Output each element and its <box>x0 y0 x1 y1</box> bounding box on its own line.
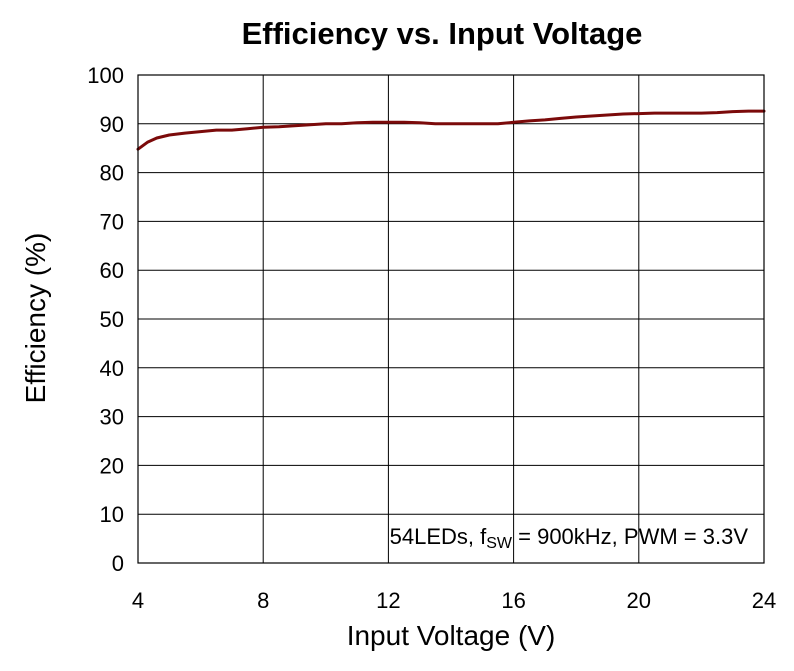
efficiency-series-line <box>136 109 766 151</box>
y-tick-label: 90 <box>100 112 124 137</box>
y-tick-label: 50 <box>100 307 124 332</box>
x-tick-label: 16 <box>501 588 525 613</box>
y-tick-label: 10 <box>100 502 124 527</box>
y-tick-label: 60 <box>100 258 124 283</box>
series-lines <box>136 109 766 151</box>
y-tick-label: 100 <box>87 63 124 88</box>
grid-lines <box>137 74 765 564</box>
y-tick-label: 20 <box>100 453 124 478</box>
x-axis-label: Input Voltage (V) <box>346 620 556 651</box>
y-tick-label: 40 <box>100 356 124 381</box>
y-tick-label: 30 <box>100 405 124 430</box>
y-tick-label: 80 <box>100 161 124 186</box>
chart-title: Efficiency vs. Input Voltage <box>241 16 643 51</box>
x-tick-label: 8 <box>257 588 269 613</box>
y-tick-label: 70 <box>100 209 124 234</box>
x-tick-label: 20 <box>627 588 651 613</box>
annotation-subscript: SW <box>486 535 513 552</box>
annotation-suffix: = 900kHz, PWM = 3.3V <box>512 524 748 549</box>
plot-frame <box>137 74 765 564</box>
x-tick-label: 24 <box>752 588 776 613</box>
chart-annotation: 54LEDs, fSW = 900kHz, PWM = 3.3V <box>390 524 749 552</box>
y-tick-label: 0 <box>112 551 124 576</box>
x-tick-label: 4 <box>132 588 144 613</box>
x-tick-label: 12 <box>376 588 400 613</box>
x-tick-labels: 4 8 12 16 20 24 <box>132 588 776 613</box>
annotation-prefix: 54LEDs, f <box>390 524 487 549</box>
y-tick-labels: 0 10 20 30 40 50 60 70 80 90 100 <box>87 63 124 576</box>
